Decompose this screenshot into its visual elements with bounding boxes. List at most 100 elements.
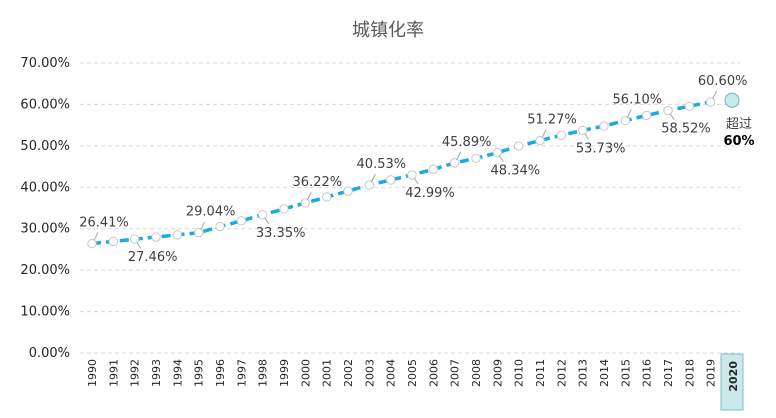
x-tick-label: 2015 [619, 359, 632, 387]
x-tick-label: 1991 [107, 359, 120, 387]
x-tick-label: 2004 [385, 359, 398, 387]
data-label-leader [413, 177, 419, 185]
chart-title: 城镇化率 [352, 20, 424, 41]
data-point [663, 105, 673, 116]
x-tick-label: 2014 [598, 359, 611, 387]
data-label: 26.41% [79, 216, 129, 231]
series-line [91, 100, 712, 246]
data-label-leader [626, 109, 632, 118]
data-point [87, 238, 97, 249]
x-tick-label: 2007 [449, 359, 462, 387]
data-label-leader [370, 173, 376, 183]
data-label: 45.89% [442, 135, 492, 150]
data-label-leader [200, 221, 206, 230]
point-markers [87, 92, 740, 249]
x-tick-label: 2018 [683, 359, 696, 387]
data-point [449, 158, 460, 168]
x-tick-label: 1994 [171, 359, 184, 387]
x-tick-label: 2009 [491, 359, 504, 387]
x-tick-label: 2003 [363, 359, 376, 387]
data-point [599, 121, 609, 131]
data-point [108, 236, 119, 247]
x-tick-label: 2019 [705, 359, 718, 387]
data-point [513, 141, 524, 151]
data-label-leader [456, 151, 462, 161]
data-point [577, 125, 588, 136]
x-tick-label: 2008 [470, 359, 483, 387]
x-tick-label: 1996 [214, 359, 227, 387]
data-label: 51.27% [527, 113, 577, 128]
data-point [151, 232, 161, 242]
data-label: 42.99% [405, 186, 455, 201]
gridlines [80, 62, 740, 354]
data-label-leader [669, 113, 675, 120]
data-point [428, 164, 439, 175]
annotation-line-1: 超过 [726, 117, 752, 132]
y-axis: 0.00% 10.00% 20.00% 30.00% 40.00% 50.00% 60.00… [20, 56, 70, 361]
y-tick-label: 40.00% [20, 180, 70, 195]
x-tick-label: 2005 [406, 359, 419, 387]
data-label: 56.10% [613, 93, 663, 108]
data-label: 58.52% [661, 122, 711, 137]
data-point [129, 234, 140, 244]
data-label-leader [498, 155, 504, 163]
data-point [236, 216, 247, 226]
series-line-layer [91, 100, 712, 246]
data-point [300, 198, 311, 208]
x-tick-label: 1999 [278, 359, 291, 387]
data-label: 29.04% [186, 205, 236, 220]
highlight-layer [720, 353, 744, 411]
data-point [343, 186, 353, 196]
data-point [364, 180, 375, 190]
data-point [620, 115, 631, 126]
data-label: 40.53% [357, 157, 407, 172]
data-label: 60.60% [698, 74, 748, 89]
x-tick-label: 1995 [193, 359, 206, 387]
data-label-leader [306, 191, 312, 201]
x-tick-label: 2020 [727, 361, 740, 392]
highlight-year-box [720, 353, 744, 411]
y-tick-label: 0.00% [29, 346, 70, 361]
annotation: 超过 60% [723, 117, 754, 149]
data-label-leader [136, 241, 142, 249]
data-label: 27.46% [128, 250, 178, 265]
x-tick-label: 2017 [662, 359, 675, 387]
x-tick-label: 1998 [257, 359, 270, 387]
highlight-point [724, 92, 740, 108]
data-point [407, 170, 417, 180]
data-label-leader [584, 133, 590, 140]
x-tick-label: 1992 [129, 359, 142, 387]
annotation-line-2: 60% [723, 134, 754, 149]
y-tick-label: 50.00% [20, 139, 70, 154]
x-tick-label: 1993 [150, 359, 163, 387]
data-labels: 26.41% 27.46% 29.04% 33.35% 36.22% 40.53% 42.9… [79, 74, 747, 265]
data-point [385, 175, 396, 185]
data-point [215, 222, 225, 232]
x-tick-label: 2002 [342, 359, 355, 387]
data-point [471, 153, 481, 164]
x-axis: 1990 1991 1992 1993 1994 1995 1996 1997 1998 1999… [86, 359, 740, 392]
data-label: 33.35% [256, 226, 306, 241]
data-point [705, 97, 716, 107]
data-point [556, 130, 567, 140]
x-tick-label: 1990 [86, 359, 99, 387]
data-label-leader [264, 217, 270, 225]
x-tick-label: 2012 [555, 359, 568, 387]
x-tick-label: 1997 [235, 359, 248, 387]
x-tick-label: 2000 [299, 359, 312, 387]
x-tick-label: 2010 [513, 359, 526, 387]
y-tick-label: 20.00% [20, 263, 70, 278]
y-tick-label: 10.00% [20, 305, 70, 320]
data-point [321, 192, 332, 202]
x-tick-label: 2013 [577, 359, 590, 387]
data-label-leader [93, 232, 99, 241]
data-point [535, 135, 545, 146]
x-tick-label: 2006 [427, 359, 440, 387]
y-tick-label: 30.00% [20, 222, 70, 237]
data-point [641, 110, 652, 121]
data-label: 36.22% [293, 175, 343, 190]
data-point [684, 101, 695, 111]
data-point [492, 148, 503, 158]
